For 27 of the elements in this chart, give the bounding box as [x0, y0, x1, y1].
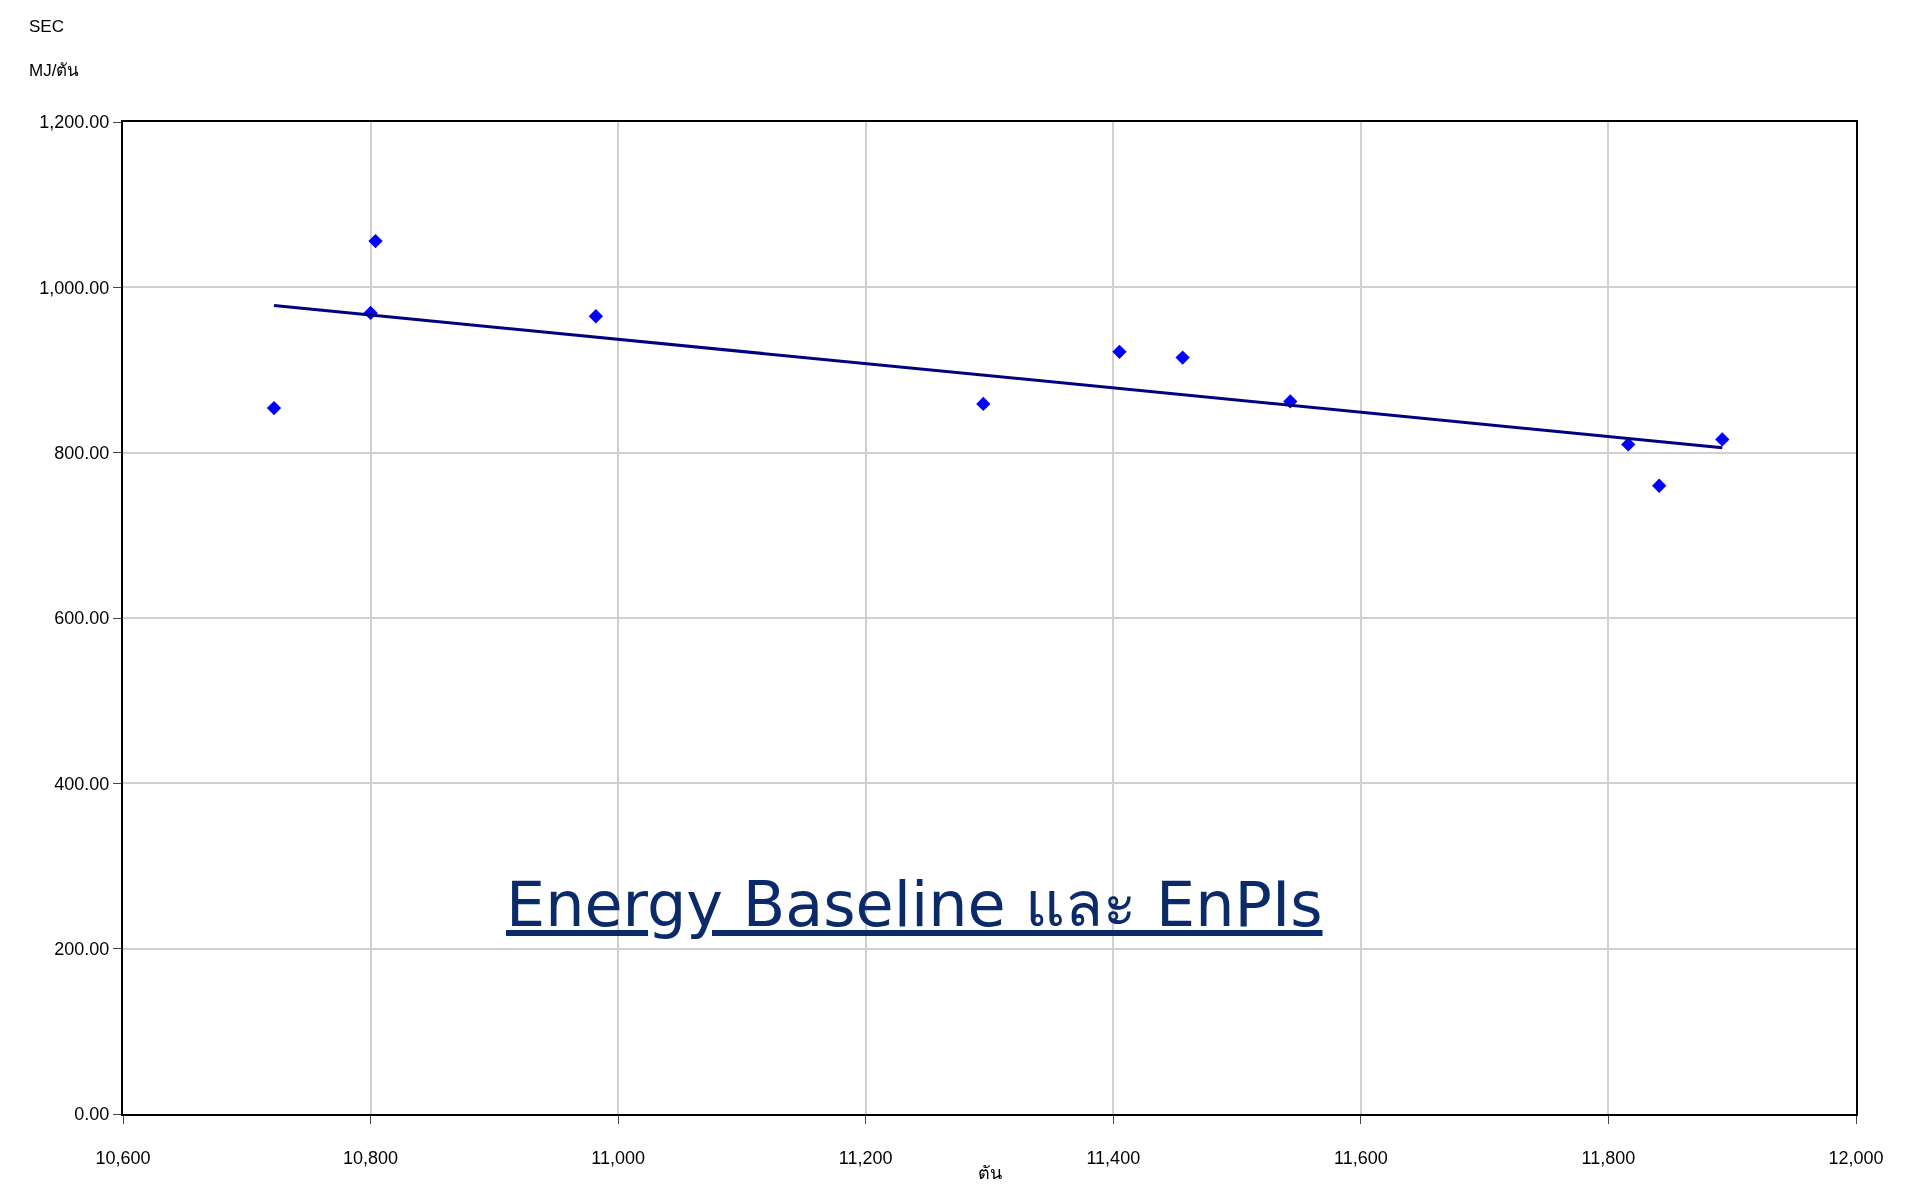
point [588, 309, 604, 324]
y-tick-label: 600.00 [54, 608, 110, 629]
x-tick-label: 11,400 [1086, 1147, 1141, 1168]
point [1175, 350, 1190, 365]
point [1652, 478, 1667, 493]
x-axis-title: ตัน [977, 1163, 1002, 1184]
point [266, 400, 282, 416]
x-tick-label: 10,600 [95, 1147, 151, 1168]
y-tick-label: 0.00 [74, 1104, 110, 1125]
point [1112, 344, 1127, 359]
x-tick-label: 11,000 [591, 1147, 645, 1168]
y-tick-label: 400.00 [54, 773, 110, 794]
point [976, 396, 991, 412]
point [1715, 432, 1730, 447]
x-tick-label: 11,200 [838, 1147, 893, 1168]
text: SEC MJ/ตัน [29, 17, 80, 81]
y-tick-label: 200.00 [54, 938, 110, 959]
x-tick-label: 10,800 [343, 1147, 399, 1168]
x-tick-label: 11,800 [1581, 1147, 1636, 1168]
point [368, 233, 383, 249]
x-tick-label: 12,000 [1828, 1147, 1884, 1168]
y-tick-label: 1,000.00 [39, 277, 110, 298]
y-tick-label: 1,200.00 [39, 112, 110, 133]
annotation: Energy Baseline และ EnPIs [506, 867, 1323, 943]
y-tick-label: 800.00 [54, 442, 110, 463]
x-tick-label: 11,600 [1334, 1147, 1388, 1168]
point [1621, 437, 1636, 452]
